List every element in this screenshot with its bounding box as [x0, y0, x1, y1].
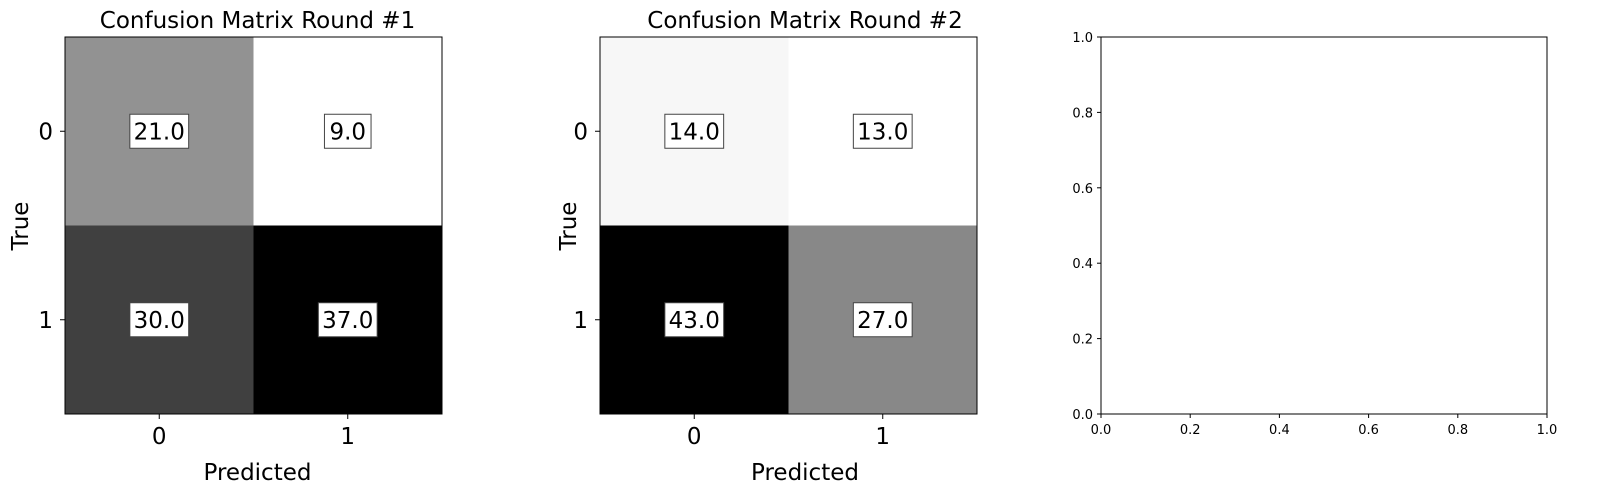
y-tick-label: 0	[573, 119, 588, 145]
x-tick-label: 1	[875, 424, 890, 450]
axes-frame	[599, 36, 978, 415]
x-tick-label: 0.8	[1447, 423, 1468, 438]
value-label-box-0-0	[664, 113, 725, 149]
y-tick-label: 0.0	[1072, 408, 1093, 423]
x-tick-label: 0	[687, 424, 702, 450]
value-label-0-0: 21.0	[134, 119, 185, 145]
value-label-0-1: 13.0	[857, 119, 908, 145]
y-tick-label: 0	[38, 119, 53, 145]
x-axis-label: Predicted	[204, 460, 312, 486]
x-axis-label: Predicted	[751, 460, 859, 486]
x-tick-label: 0.4	[1269, 423, 1290, 438]
value-label-0-1: 9.0	[329, 119, 366, 145]
y-tick-label: 1.0	[1072, 31, 1093, 46]
value-label-1-0: 30.0	[134, 308, 185, 334]
y-axis-label: True	[8, 202, 34, 252]
axes-frame	[64, 36, 443, 415]
value-label-0-0: 14.0	[669, 119, 720, 145]
y-tick-label: 1	[573, 308, 588, 334]
confusion-matrix-1: Confusion Matrix Round #1 Predicted True…	[8, 8, 443, 486]
y-tick-label: 0.4	[1072, 257, 1093, 272]
x-tick-label: 0.6	[1358, 423, 1379, 438]
value-label-box-1-0	[664, 302, 725, 338]
y-tick-label: 0.6	[1072, 182, 1093, 197]
chart-title: Confusion Matrix Round #1	[100, 8, 415, 34]
y-tick-label: 0.2	[1072, 333, 1093, 348]
value-label-1-0: 43.0	[669, 308, 720, 334]
empty-axes: 0.0 0.2 0.4 0.6 0.8 1.0 0.0 0.2 0.4 0.6 0.8 1.0	[1072, 31, 1557, 438]
y-tick-label: 1	[38, 308, 53, 334]
x-tick-label: 1.0	[1537, 423, 1558, 438]
value-label-1-1: 27.0	[857, 308, 908, 334]
value-label-box-0-1	[323, 113, 372, 149]
value-label-box-0-0	[129, 113, 190, 149]
axes-frame	[1100, 36, 1548, 415]
confusion-matrix-2: Confusion Matrix Round #2 Predicted True…	[556, 8, 978, 486]
x-tick-label: 0.0	[1091, 423, 1112, 438]
value-label-box-1-1	[317, 302, 378, 338]
value-label-box-1-0	[129, 302, 190, 338]
y-axis-label: True	[556, 202, 582, 252]
x-tick-label: 1	[340, 424, 355, 450]
value-label-1-1: 37.0	[322, 308, 373, 334]
x-tick-label: 0	[152, 424, 167, 450]
value-label-box-0-1	[852, 113, 913, 149]
value-label-box-1-1	[852, 302, 913, 338]
x-tick-label: 0.2	[1180, 423, 1201, 438]
chart-title: Confusion Matrix Round #2	[647, 8, 962, 34]
y-tick-label: 0.8	[1072, 106, 1093, 121]
